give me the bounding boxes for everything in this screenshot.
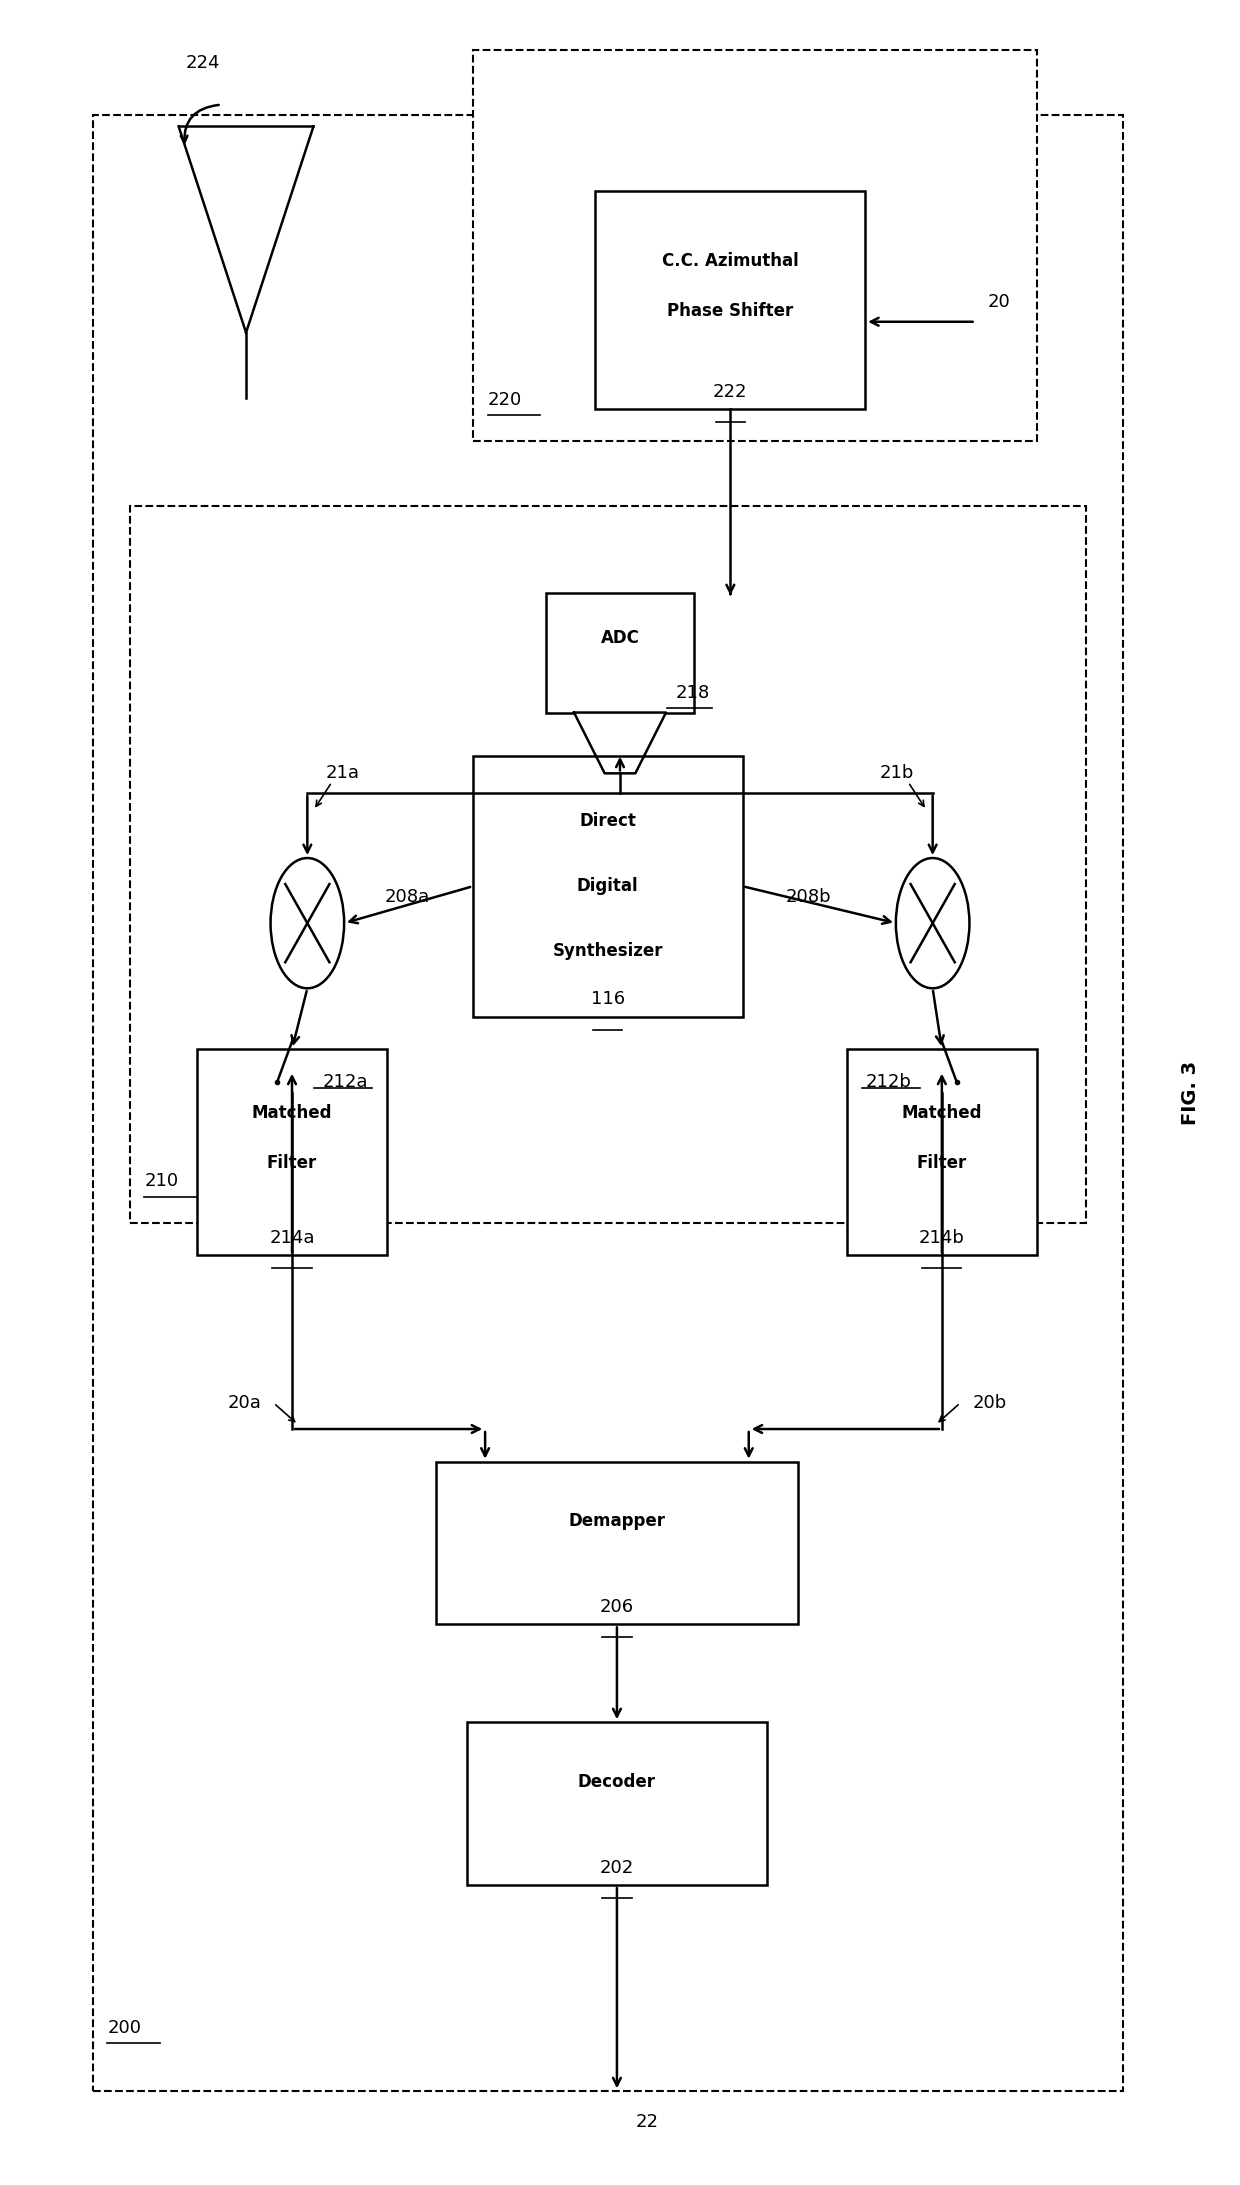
Bar [129,507,1086,1224]
Text: 212a: 212a [322,1073,368,1090]
Text: 202: 202 [600,1859,634,1877]
Text: Matched: Matched [901,1103,982,1123]
Text: 214b: 214b [919,1230,965,1248]
Polygon shape [179,127,314,332]
Text: Direct: Direct [579,813,636,830]
Text: 212b: 212b [866,1073,911,1090]
Text: Synthesizer: Synthesizer [553,942,663,961]
Text: Filter: Filter [916,1154,967,1171]
Text: 220: 220 [487,391,522,409]
Text: 20b: 20b [972,1394,1007,1412]
Text: Phase Shifter: Phase Shifter [667,302,794,319]
Text: 206: 206 [600,1599,634,1617]
Text: 21a: 21a [326,765,360,782]
Text: Digital: Digital [577,876,639,896]
Text: 21b: 21b [880,765,914,782]
Text: 222: 222 [713,382,748,400]
Text: 20a: 20a [227,1394,262,1412]
Text: 200: 200 [108,2019,141,2036]
Text: Filter: Filter [267,1154,317,1171]
Text: 218: 218 [675,684,709,701]
Bar [93,116,1122,2091]
Polygon shape [574,712,666,773]
Bar [472,50,1037,441]
Text: Decoder: Decoder [578,1772,656,1792]
Text: 210: 210 [144,1171,179,1191]
Text: FIG. 3: FIG. 3 [1180,1060,1199,1125]
Text: Demapper: Demapper [568,1512,666,1530]
Bar [595,192,866,409]
Text: 116: 116 [590,990,625,1009]
Text: ADC: ADC [600,629,640,647]
Text: 208a: 208a [384,887,430,907]
Text: Matched: Matched [252,1103,332,1123]
Bar [472,756,743,1016]
Text: 22: 22 [635,2113,658,2130]
Text: 224: 224 [186,55,221,72]
Bar [547,592,693,712]
Bar [847,1049,1037,1256]
Bar [197,1049,387,1256]
Text: 20: 20 [988,293,1011,310]
Text: C.C. Azimuthal: C.C. Azimuthal [662,251,799,271]
Bar [466,1722,768,1886]
Text: 214a: 214a [269,1230,315,1248]
Bar [436,1462,797,1623]
Text: 208b: 208b [785,887,831,907]
